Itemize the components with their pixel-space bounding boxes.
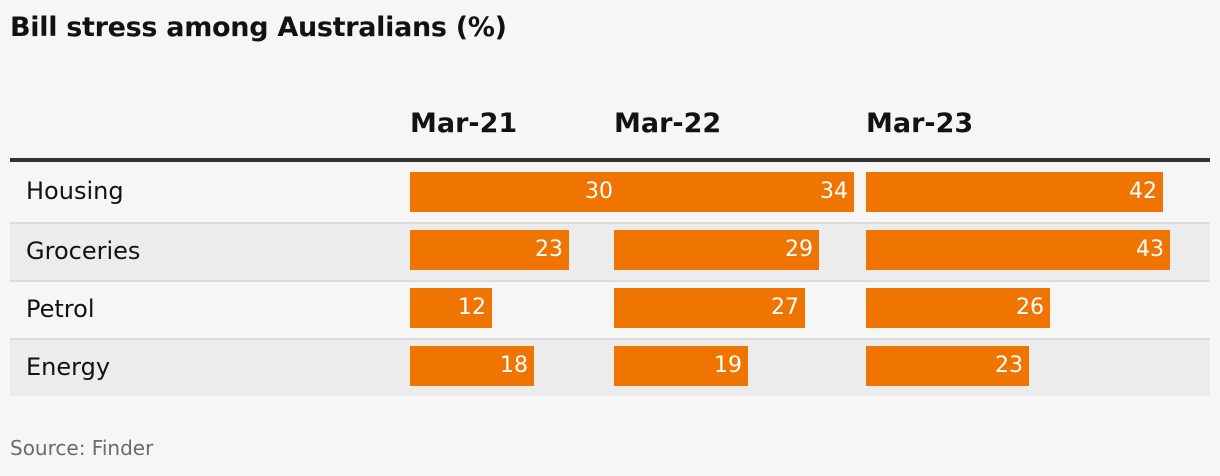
table-row: Petrol 12 27 26 bbox=[10, 280, 1210, 338]
bar: 27 bbox=[614, 288, 805, 328]
table-row: Energy 18 19 23 bbox=[10, 338, 1210, 396]
bar: 19 bbox=[614, 346, 748, 386]
bar: 29 bbox=[614, 230, 819, 270]
row-label: Petrol bbox=[26, 295, 95, 323]
bar: 23 bbox=[410, 230, 569, 270]
column-header: Mar-21 bbox=[410, 108, 518, 139]
bar-value-label: 18 bbox=[500, 353, 528, 378]
bar: 43 bbox=[866, 230, 1170, 270]
bar-value-label: 43 bbox=[1136, 237, 1164, 262]
bar-value-label: 34 bbox=[820, 179, 848, 204]
column-header: Mar-23 bbox=[866, 108, 974, 139]
column-header: Mar-22 bbox=[614, 108, 722, 139]
bar-value-label: 23 bbox=[995, 353, 1023, 378]
table-row: Housing 30 34 42 bbox=[10, 164, 1210, 222]
bar-value-label: 12 bbox=[458, 295, 486, 320]
row-label: Groceries bbox=[26, 237, 141, 265]
bar-value-label: 23 bbox=[535, 237, 563, 262]
table-row: Groceries 23 29 43 bbox=[10, 222, 1210, 280]
header-rule bbox=[10, 158, 1210, 162]
bar-value-label: 42 bbox=[1129, 179, 1157, 204]
bar-value-label: 29 bbox=[785, 237, 813, 262]
bar: 42 bbox=[866, 172, 1163, 212]
bar: 34 bbox=[614, 172, 854, 212]
bar-value-label: 27 bbox=[771, 295, 799, 320]
bar-value-label: 19 bbox=[714, 353, 742, 378]
row-label: Energy bbox=[26, 353, 111, 381]
row-label: Housing bbox=[26, 177, 124, 205]
bar-value-label: 26 bbox=[1016, 295, 1044, 320]
bar: 12 bbox=[410, 288, 492, 328]
bar-value-label: 30 bbox=[585, 179, 613, 204]
bar: 18 bbox=[410, 346, 534, 386]
bar: 30 bbox=[410, 172, 619, 212]
bar: 23 bbox=[866, 346, 1029, 386]
bar: 26 bbox=[866, 288, 1050, 328]
source-note: Source: Finder bbox=[10, 436, 154, 460]
chart-title: Bill stress among Australians (%) bbox=[10, 12, 507, 43]
